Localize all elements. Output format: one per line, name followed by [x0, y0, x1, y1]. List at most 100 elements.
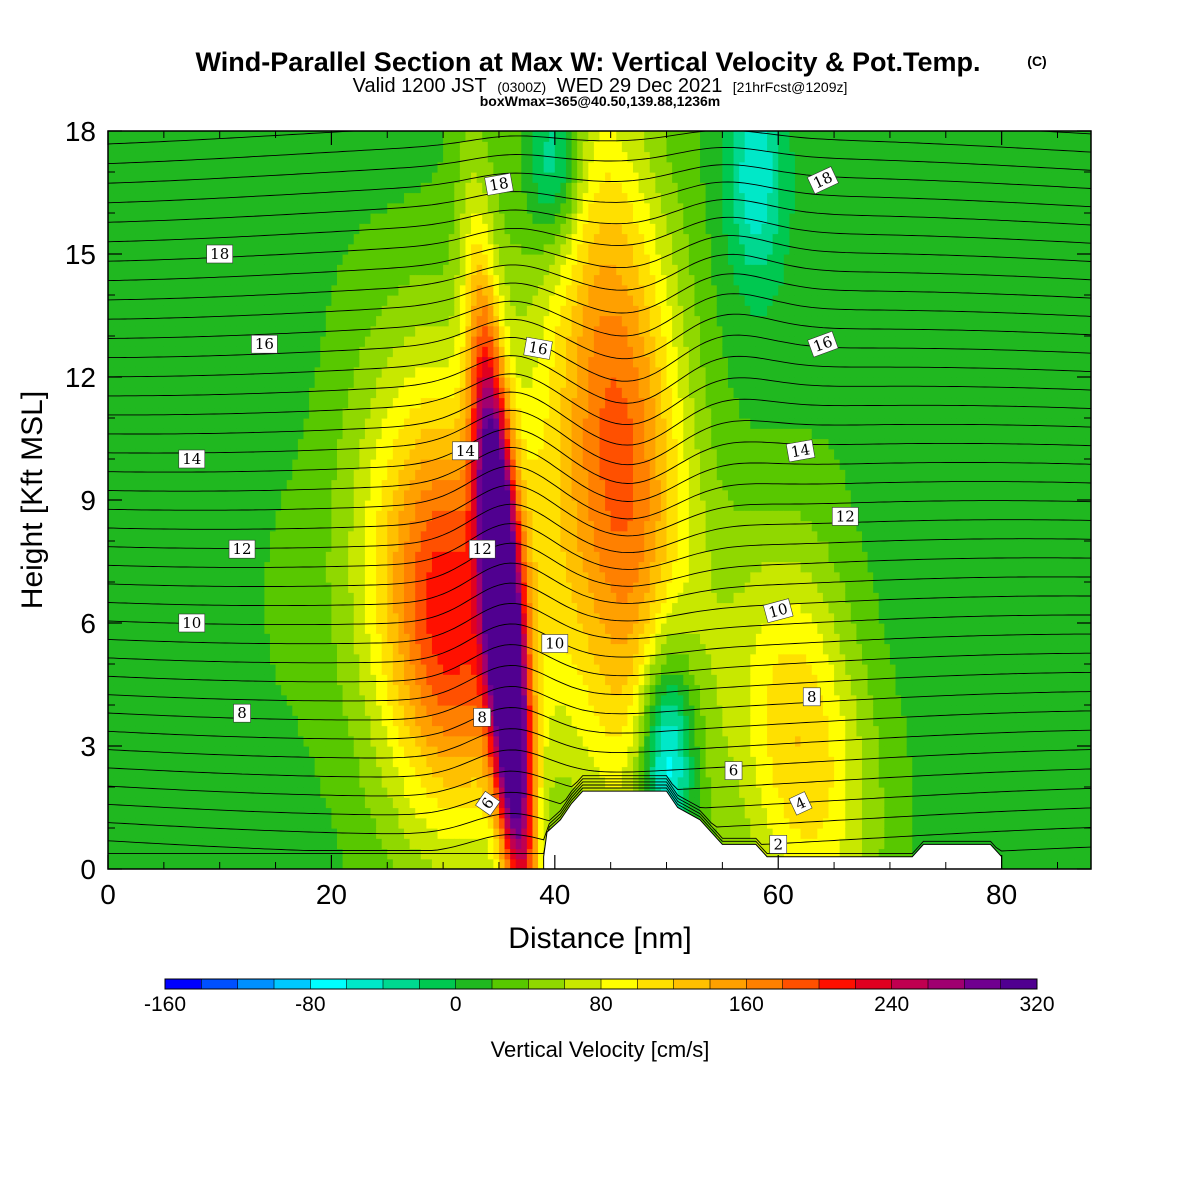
velocity-cell — [381, 418, 388, 429]
velocity-cell — [180, 592, 187, 604]
velocity-cell — [147, 684, 154, 696]
velocity-cell — [219, 377, 226, 388]
velocity-cell — [130, 787, 137, 798]
velocity-cell — [348, 500, 355, 511]
velocity-cell — [309, 438, 316, 450]
velocity-cell — [130, 674, 137, 686]
velocity-cell — [208, 766, 215, 778]
velocity-cell — [225, 141, 232, 153]
velocity-cell — [230, 571, 238, 583]
velocity-cell — [197, 305, 204, 317]
velocity-cell — [219, 510, 226, 522]
velocity-cell — [392, 274, 400, 286]
velocity-cell — [309, 377, 316, 388]
velocity-cell — [275, 592, 282, 604]
velocity-cell — [459, 756, 467, 768]
velocity-cell — [376, 612, 383, 624]
velocity-cell — [471, 325, 478, 337]
velocity-cell — [459, 151, 467, 163]
velocity-cell — [119, 858, 126, 869]
velocity-cell — [281, 469, 288, 481]
velocity-cell — [426, 643, 433, 655]
velocity-cell — [208, 715, 215, 727]
velocity-cell — [314, 202, 321, 214]
velocity-cell — [465, 766, 472, 778]
velocity-cell — [381, 151, 388, 163]
velocity-cell — [314, 653, 321, 665]
velocity-cell — [269, 582, 277, 593]
velocity-cell — [370, 561, 377, 573]
velocity-cell — [409, 448, 416, 460]
velocity-cell — [431, 448, 439, 460]
velocity-cell — [482, 807, 489, 819]
velocity-cell — [348, 838, 355, 850]
velocity-cell — [253, 858, 260, 869]
velocity-cell — [119, 664, 126, 675]
velocity-cell — [471, 838, 478, 850]
velocity-cell — [152, 787, 159, 798]
velocity-cell — [443, 151, 450, 163]
velocity-cell — [454, 428, 461, 440]
velocity-cell — [303, 817, 310, 829]
velocity-cell — [225, 223, 232, 235]
velocity-cell — [275, 623, 282, 634]
velocity-cell — [286, 520, 293, 532]
velocity-cell — [186, 602, 193, 614]
velocity-cell — [331, 664, 338, 675]
velocity-cell — [303, 787, 310, 798]
velocity-cell — [404, 315, 411, 327]
velocity-cell — [482, 315, 489, 327]
velocity-cell — [353, 735, 360, 747]
velocity-cell — [420, 623, 427, 634]
velocity-cell — [119, 448, 126, 460]
velocity-cell — [309, 633, 316, 645]
velocity-cell — [297, 428, 305, 440]
velocity-cell — [169, 284, 176, 296]
velocity-cell — [275, 612, 282, 624]
velocity-cell — [281, 325, 288, 337]
velocity-cell — [459, 653, 467, 665]
velocity-cell — [398, 735, 405, 747]
velocity-cell — [286, 254, 293, 265]
velocity-cell — [275, 264, 282, 276]
velocity-cell — [197, 756, 204, 768]
velocity-cell — [426, 315, 433, 327]
velocity-cell — [314, 172, 321, 183]
velocity-cell — [119, 725, 126, 737]
velocity-cell — [281, 725, 288, 737]
velocity-cell — [281, 571, 288, 583]
velocity-cell — [314, 448, 321, 460]
velocity-cell — [214, 346, 221, 358]
velocity-cell — [158, 787, 165, 798]
velocity-cell — [269, 295, 277, 306]
velocity-cell — [320, 356, 327, 368]
velocity-cell — [420, 131, 427, 142]
velocity-cell — [398, 541, 405, 552]
velocity-cell — [208, 530, 215, 542]
velocity-cell — [476, 858, 483, 869]
velocity-cell — [152, 438, 159, 450]
velocity-cell — [398, 387, 405, 399]
velocity-cell — [342, 746, 349, 757]
velocity-cell — [420, 336, 427, 347]
velocity-cell — [320, 715, 327, 727]
velocity-cell — [370, 643, 377, 655]
velocity-cell — [370, 715, 377, 727]
velocity-cell — [158, 233, 165, 245]
velocity-cell — [392, 510, 400, 522]
velocity-cell — [124, 418, 131, 429]
velocity-cell — [175, 633, 182, 645]
velocity-cell — [381, 653, 388, 665]
velocity-cell — [158, 459, 165, 470]
velocity-cell — [236, 325, 243, 337]
velocity-cell — [404, 274, 411, 286]
velocity-cell — [426, 387, 433, 399]
velocity-cell — [342, 469, 349, 481]
velocity-cell — [292, 787, 299, 798]
velocity-cell — [124, 141, 131, 153]
velocity-cell — [320, 653, 327, 665]
velocity-cell — [242, 766, 249, 778]
velocity-cell — [359, 213, 366, 224]
velocity-cell — [208, 346, 215, 358]
